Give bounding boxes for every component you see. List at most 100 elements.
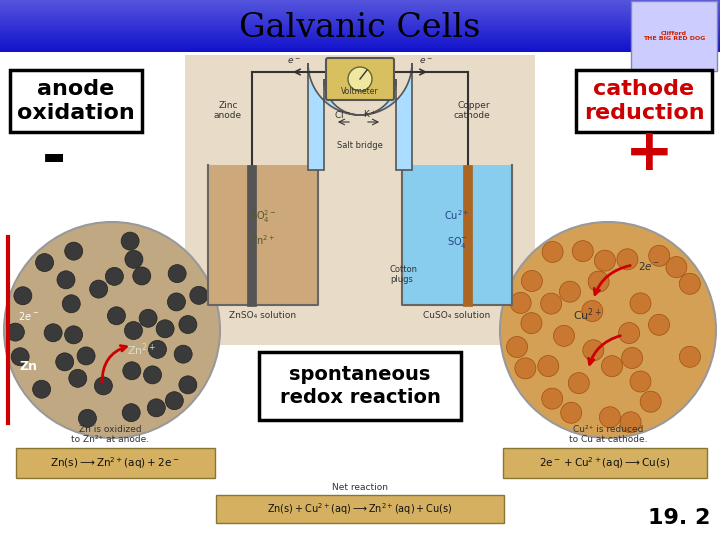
Circle shape (4, 222, 220, 438)
Circle shape (617, 249, 638, 270)
Text: K$^+$: K$^+$ (363, 109, 377, 120)
Circle shape (190, 286, 208, 305)
Text: Voltmeter: Voltmeter (341, 87, 379, 96)
FancyBboxPatch shape (10, 70, 142, 132)
FancyBboxPatch shape (326, 58, 394, 100)
Text: Galvanic Cells: Galvanic Cells (239, 12, 481, 44)
Circle shape (123, 362, 141, 380)
Circle shape (57, 271, 75, 289)
Circle shape (77, 347, 95, 365)
Text: Clifford
THE BIG RED DOG: Clifford THE BIG RED DOG (643, 31, 705, 42)
Circle shape (541, 293, 562, 314)
Circle shape (168, 293, 186, 311)
Circle shape (618, 322, 639, 343)
Circle shape (649, 245, 670, 266)
Circle shape (559, 281, 580, 302)
Circle shape (179, 376, 197, 394)
Circle shape (515, 358, 536, 379)
Circle shape (148, 399, 166, 417)
Circle shape (69, 369, 87, 387)
Text: anode
oxidation: anode oxidation (17, 79, 135, 124)
Circle shape (62, 295, 80, 313)
Circle shape (94, 377, 112, 395)
Text: Copper
cathode: Copper cathode (454, 100, 490, 120)
Text: $\mathrm{2e^- + Cu^{2+}(aq) \longrightarrow Cu(s)}$: $\mathrm{2e^- + Cu^{2+}(aq) \longrightar… (539, 455, 670, 471)
Text: $\mathrm{SO_4^{-}}$: $\mathrm{SO_4^{-}}$ (446, 235, 467, 250)
Text: CuSO₄ solution: CuSO₄ solution (423, 311, 490, 320)
Circle shape (55, 353, 73, 371)
Circle shape (588, 271, 609, 292)
Circle shape (166, 392, 184, 410)
Circle shape (65, 326, 83, 344)
Circle shape (538, 355, 559, 376)
Circle shape (139, 309, 157, 327)
Circle shape (507, 336, 528, 357)
Text: Cl$^-$: Cl$^-$ (333, 109, 351, 120)
Text: $e^-$: $e^-$ (419, 56, 433, 66)
Circle shape (125, 321, 143, 340)
Text: $\mathrm{Cu^{2+}}$: $\mathrm{Cu^{2+}}$ (573, 307, 602, 323)
Circle shape (601, 356, 623, 377)
Circle shape (143, 366, 161, 384)
Polygon shape (308, 63, 412, 170)
FancyBboxPatch shape (576, 70, 712, 132)
Text: $2e^-$: $2e^-$ (18, 310, 39, 322)
Text: spontaneous
redox reaction: spontaneous redox reaction (279, 364, 441, 407)
Text: $\mathrm{Zn(s)+Cu^{2+}(aq) \longrightarrow Zn^{2+}(aq)+Cu(s)}$: $\mathrm{Zn(s)+Cu^{2+}(aq) \longrightarr… (267, 501, 453, 517)
Text: Zn: Zn (20, 360, 38, 373)
Circle shape (680, 273, 701, 294)
Circle shape (649, 314, 670, 335)
Circle shape (179, 315, 197, 334)
Text: $\mathrm{Cu^{2+}}$: $\mathrm{Cu^{2+}}$ (444, 208, 470, 222)
Circle shape (595, 250, 616, 271)
Text: -: - (42, 130, 66, 186)
Circle shape (148, 340, 166, 359)
Circle shape (521, 271, 542, 292)
Circle shape (630, 371, 651, 392)
Circle shape (6, 323, 24, 341)
FancyBboxPatch shape (259, 352, 461, 420)
Circle shape (12, 348, 30, 366)
Circle shape (90, 280, 108, 298)
FancyBboxPatch shape (503, 448, 707, 478)
Text: $2e^-$: $2e^-$ (638, 260, 660, 272)
Circle shape (122, 404, 140, 422)
Circle shape (174, 345, 192, 363)
Text: Net reaction: Net reaction (332, 483, 388, 492)
Text: $e^-$: $e^-$ (287, 56, 301, 66)
Circle shape (168, 265, 186, 282)
Circle shape (572, 241, 593, 262)
Text: +: + (625, 125, 673, 183)
Circle shape (500, 222, 716, 438)
Text: Cu²⁺ is reduced
to Cu at cathode.: Cu²⁺ is reduced to Cu at cathode. (569, 425, 647, 444)
Circle shape (107, 307, 125, 325)
Circle shape (630, 293, 651, 314)
FancyBboxPatch shape (631, 1, 717, 71)
Circle shape (348, 67, 372, 91)
Circle shape (14, 287, 32, 305)
Circle shape (78, 409, 96, 427)
Circle shape (666, 256, 687, 278)
Text: ZnSO₄ solution: ZnSO₄ solution (230, 311, 297, 320)
Circle shape (65, 242, 83, 260)
Circle shape (583, 340, 604, 361)
Circle shape (542, 241, 563, 262)
Circle shape (680, 346, 701, 367)
Circle shape (132, 267, 150, 285)
Text: Cotton
plugs: Cotton plugs (390, 265, 418, 284)
Circle shape (32, 380, 50, 398)
Text: $\mathrm{Zn(s) \longrightarrow Zn^{2+}(aq) + 2e^-}$: $\mathrm{Zn(s) \longrightarrow Zn^{2+}(a… (50, 455, 180, 471)
Circle shape (121, 232, 139, 250)
Circle shape (600, 407, 621, 428)
Circle shape (44, 324, 62, 342)
Circle shape (582, 301, 603, 321)
Text: cathode
reduction: cathode reduction (584, 79, 704, 124)
Bar (208, 165, 318, 305)
Circle shape (561, 402, 582, 423)
Circle shape (620, 412, 641, 433)
Circle shape (541, 388, 563, 409)
Text: Salt bridge: Salt bridge (337, 141, 383, 150)
Circle shape (621, 347, 643, 368)
Text: $\mathrm{SO_4^{2-}}$: $\mathrm{SO_4^{2-}}$ (250, 208, 276, 225)
Text: Zn is oxidized
to Zn²⁺ at anode.: Zn is oxidized to Zn²⁺ at anode. (71, 425, 149, 444)
